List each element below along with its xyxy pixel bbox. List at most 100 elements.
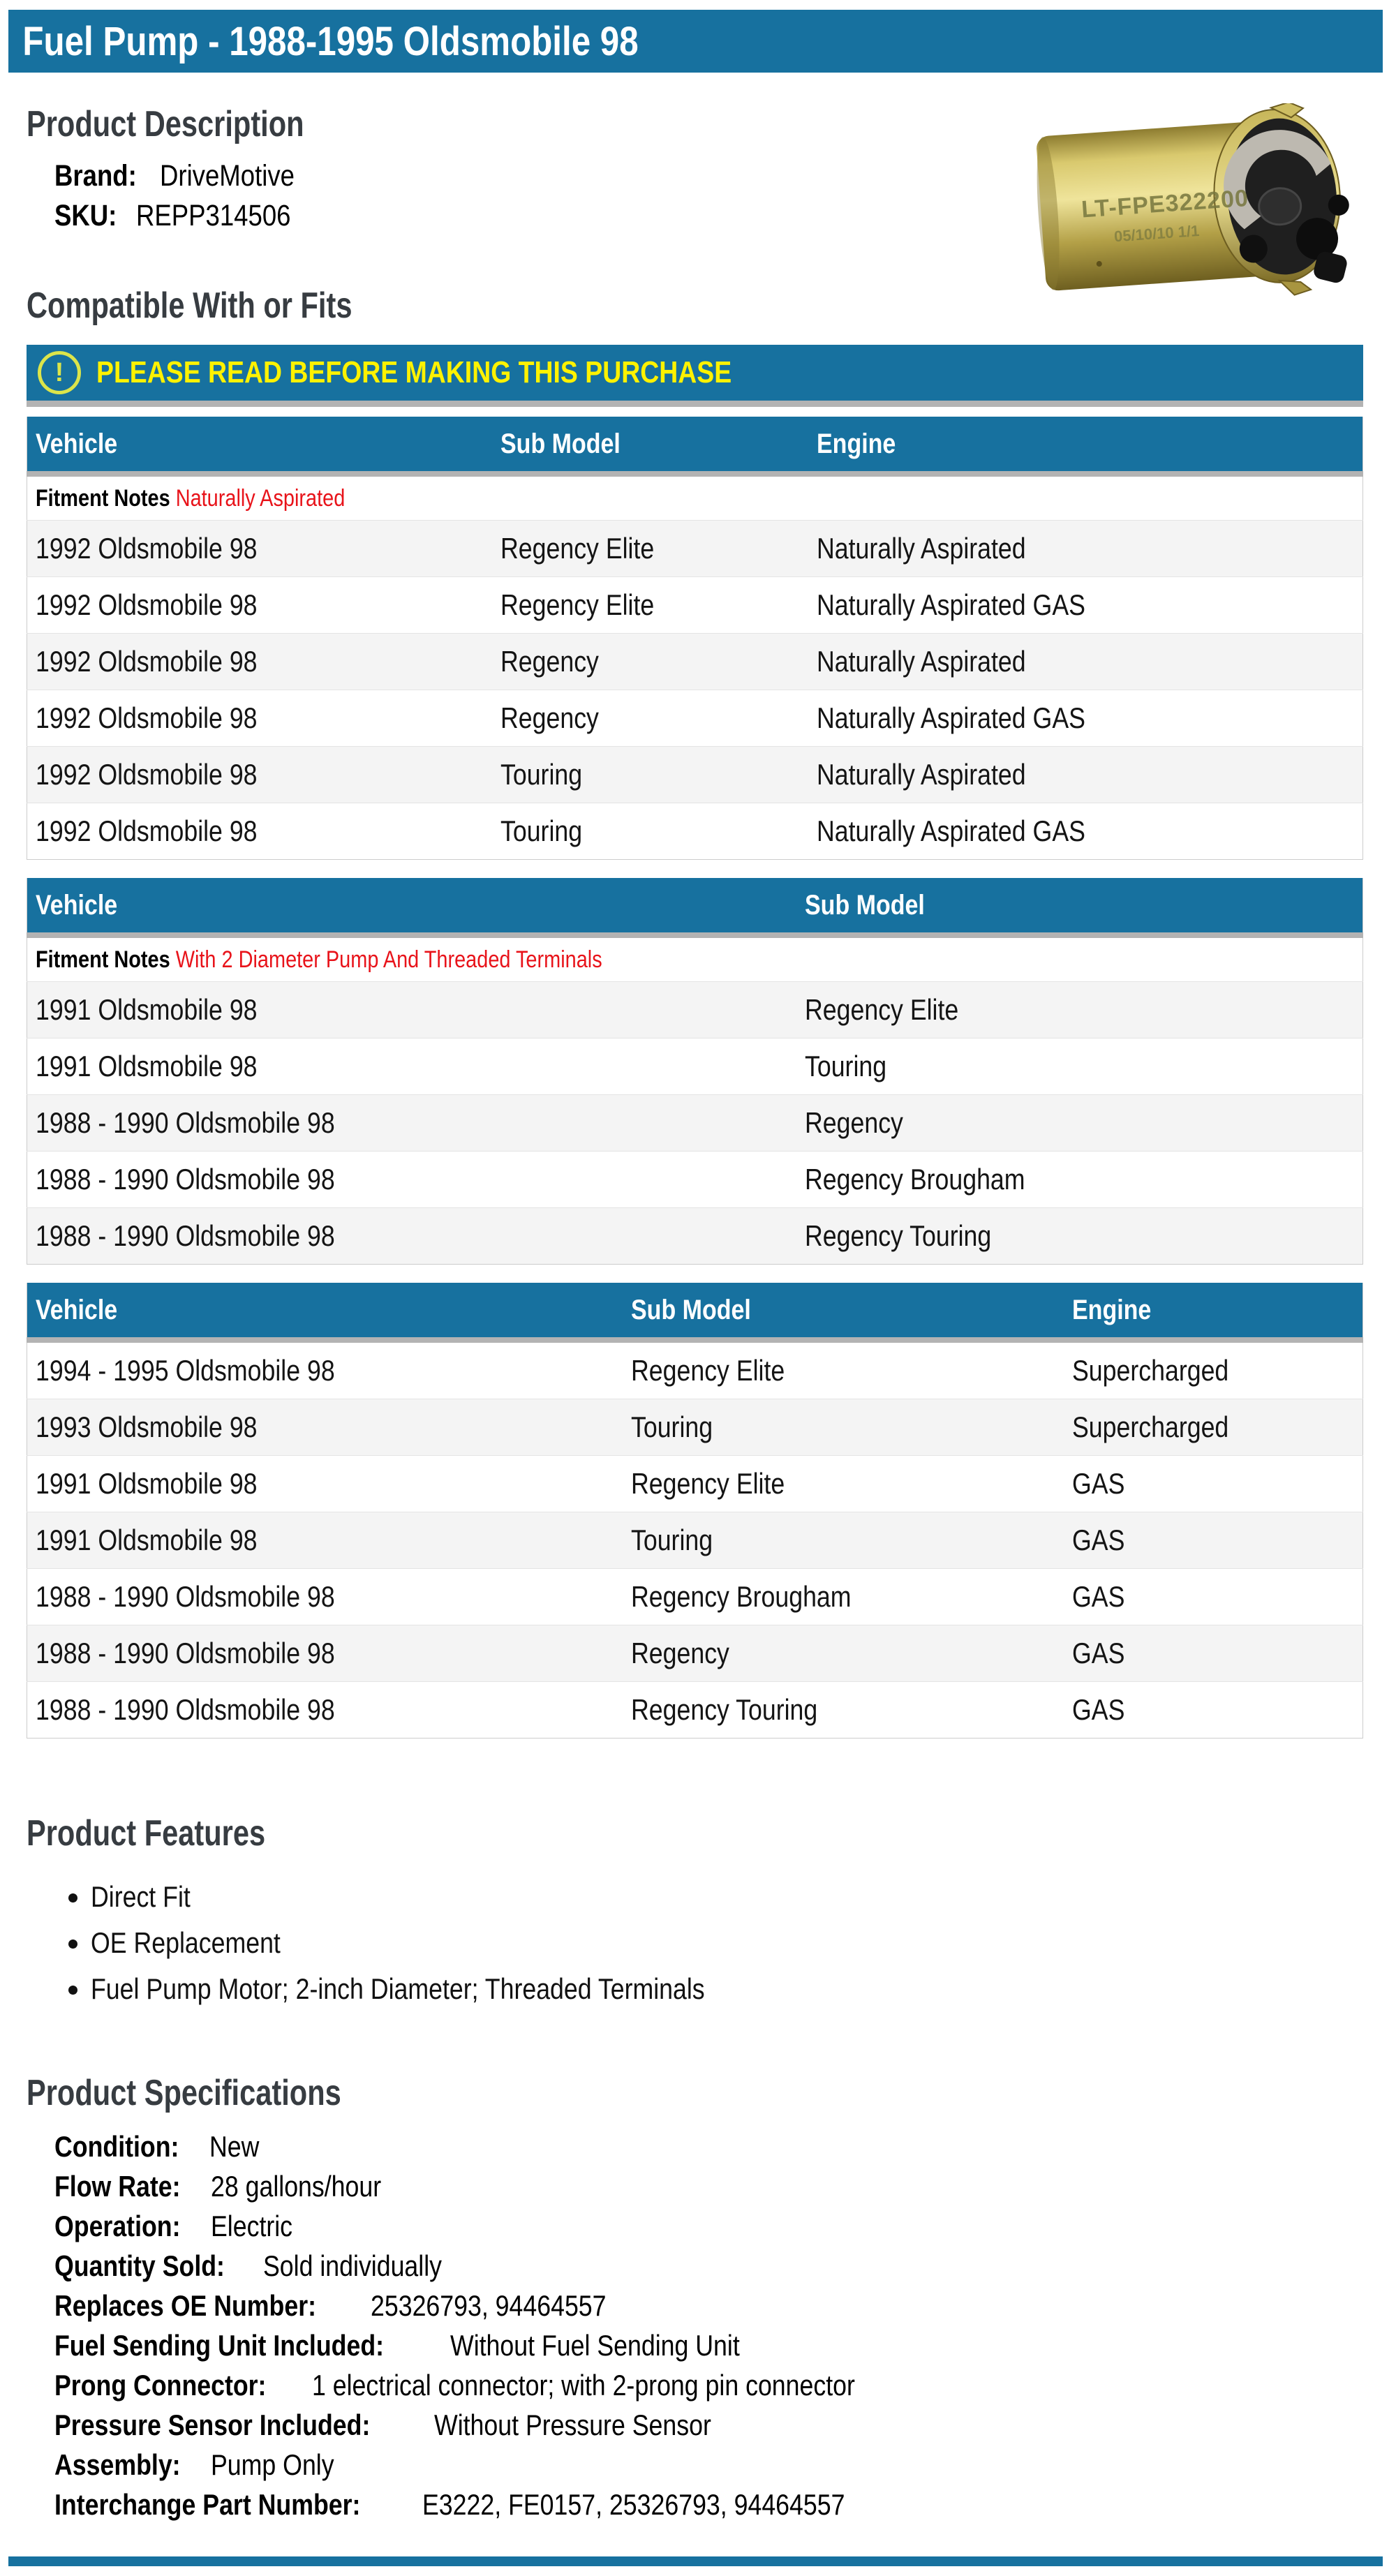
fitment-cell: Regency xyxy=(631,1637,730,1669)
fitment-cell: Regency Touring xyxy=(631,1693,818,1726)
fitment-cell: Naturally Aspirated xyxy=(817,758,1026,791)
spec-label: Operation: xyxy=(54,2210,181,2242)
fitment-table-1: Vehicle Sub Model Engine Fitment Notes Natu… xyxy=(27,417,1363,860)
fitment-cell: Regency Touring xyxy=(804,1219,992,1252)
fitment-cell: 1988 - 1990 Oldsmobile 98 xyxy=(36,1580,335,1613)
spec-value: 28 gallons/hour xyxy=(211,2170,382,2203)
fitment-cell: Regency Elite xyxy=(631,1354,785,1387)
fitment-cell: Supercharged xyxy=(1071,1354,1229,1387)
product-meta: Brand: DriveMotive SKU: REPP314506 xyxy=(54,156,1363,236)
spec-label: Pressure Sensor Included: xyxy=(54,2409,371,2441)
fitment-row: 1993 Oldsmobile 98 Touring Supercharged xyxy=(27,1399,1363,1456)
spec-line: Interchange Part Number: E3222, FE0157, … xyxy=(54,2485,1363,2524)
spec-label: Replaces OE Number: xyxy=(54,2289,316,2322)
fitment-cell: Regency Elite xyxy=(804,993,959,1026)
fitment-row: 1988 - 1990 Oldsmobile 98 Regency xyxy=(27,1094,1363,1152)
column-header: Sub Model xyxy=(796,878,1363,938)
fitment-cell: 1993 Oldsmobile 98 xyxy=(36,1410,258,1443)
spec-line: Flow Rate: 28 gallons/hour xyxy=(54,2166,1363,2206)
spec-value: Without Pressure Sensor xyxy=(433,2409,711,2441)
fitment-notes-label: Fitment Notes xyxy=(36,946,176,973)
fitment-cell: Supercharged xyxy=(1071,1410,1229,1443)
fitment-notes-value: Naturally Aspirated xyxy=(175,484,346,512)
column-header: Sub Model xyxy=(623,1283,1064,1343)
fitment-row: 1992 Oldsmobile 98 Regency Elite Naturally… xyxy=(27,520,1363,577)
table-header-row: Vehicle Sub Model Engine xyxy=(27,417,1363,477)
features-section: Product Features Direct FitOE Replacemen… xyxy=(27,1757,1363,2012)
table-header-row: Vehicle Sub Model xyxy=(27,878,1363,938)
fitment-cell: GAS xyxy=(1071,1524,1125,1556)
brand-line: Brand: DriveMotive xyxy=(54,156,1363,196)
spec-value: Without Fuel Sending Unit xyxy=(450,2329,740,2362)
fitment-table-3: Vehicle Sub Model Engine 1994 - 1995 Oldsmo… xyxy=(27,1283,1363,1739)
fitment-cell: Regency Brougham xyxy=(631,1580,852,1613)
sku-line: SKU: REPP314506 xyxy=(54,196,1363,236)
feature-item: Fuel Pump Motor; 2-inch Diameter; Thread… xyxy=(91,1966,1363,2012)
fitment-cell: Naturally Aspirated xyxy=(817,532,1026,565)
spec-value: 1 electrical connector; with 2-prong pin… xyxy=(311,2369,855,2402)
fitment-notes-label: Fitment Notes xyxy=(36,484,176,512)
spec-label: Assembly: xyxy=(54,2448,181,2481)
column-header: Vehicle xyxy=(27,417,492,477)
specs-list: Condition: New Flow Rate: 28 gallons/hour… xyxy=(54,2127,1363,2524)
fitment-cell: 1991 Oldsmobile 98 xyxy=(36,1524,258,1556)
spec-value: E3222, FE0157, 25326793, 94464557 xyxy=(422,2488,845,2521)
fitment-cell: GAS xyxy=(1071,1467,1125,1500)
fitment-row: 1988 - 1990 Oldsmobile 98 Regency GAS xyxy=(27,1625,1363,1682)
product-specifications-heading: Product Specifications xyxy=(27,2073,341,2113)
spec-label: Flow Rate: xyxy=(54,2170,181,2203)
fuel-pump-photo-illustration: LT-FPE322200 05/10/10 1/1 xyxy=(1037,101,1349,296)
fitment-row: 1992 Oldsmobile 98 Regency Elite Naturally… xyxy=(27,576,1363,634)
fitment-cell: 1992 Oldsmobile 98 xyxy=(36,645,258,678)
fitment-tables: Vehicle Sub Model Engine Fitment Notes Natu… xyxy=(27,417,1363,1739)
fitment-cell: 1988 - 1990 Oldsmobile 98 xyxy=(36,1163,335,1196)
fitment-row: 1988 - 1990 Oldsmobile 98 Regency Touring xyxy=(27,1207,1363,1265)
spec-line: Condition: New xyxy=(54,2127,1363,2166)
warning-text: PLEASE READ BEFORE MAKING THIS PURCHASE xyxy=(96,355,732,389)
fitment-row: 1988 - 1990 Oldsmobile 98 Regency Touring… xyxy=(27,1681,1363,1739)
title-bar: Fuel Pump - 1988-1995 Oldsmobile 98 xyxy=(8,10,1383,73)
warning-banner: ! PLEASE READ BEFORE MAKING THIS PURCHAS… xyxy=(27,345,1363,407)
spec-label: Fuel Sending Unit Included: xyxy=(54,2329,385,2362)
fitment-cell: 1991 Oldsmobile 98 xyxy=(36,1050,258,1082)
fitment-cell: 1992 Oldsmobile 98 xyxy=(36,814,258,847)
fitment-row: 1988 - 1990 Oldsmobile 98 Regency Brougha… xyxy=(27,1568,1363,1625)
content: Product Description Brand: DriveMotive S… xyxy=(27,73,1363,2524)
product-features-heading: Product Features xyxy=(27,1813,266,1854)
fitment-cell: Regency Elite xyxy=(500,532,654,565)
fitment-row: 1991 Oldsmobile 98 Regency Elite xyxy=(27,981,1363,1038)
fitment-cell: Touring xyxy=(500,814,582,847)
sku-label: SKU: xyxy=(54,199,117,232)
column-header: Vehicle xyxy=(27,878,796,938)
fitment-cell: Naturally Aspirated GAS xyxy=(817,814,1086,847)
fitment-cell: Regency xyxy=(500,701,599,734)
brand-value: DriveMotive xyxy=(159,159,295,193)
fitment-cell: 1988 - 1990 Oldsmobile 98 xyxy=(36,1637,335,1669)
fitment-cell: 1992 Oldsmobile 98 xyxy=(36,588,258,621)
fitment-cell: GAS xyxy=(1071,1693,1125,1726)
spec-line: Fuel Sending Unit Included: Without Fuel… xyxy=(54,2325,1363,2365)
product-image: LT-FPE322200 05/10/10 1/1 xyxy=(1037,101,1358,302)
fitment-cell: 1988 - 1990 Oldsmobile 98 xyxy=(36,1106,335,1139)
fitment-row: 1991 Oldsmobile 98 Regency Elite GAS xyxy=(27,1455,1363,1512)
spec-value: New xyxy=(209,2130,260,2163)
spec-value: 25326793, 94464557 xyxy=(370,2289,607,2322)
compatibility-section: Compatible With or Fits ! PLEASE READ BE… xyxy=(27,236,1363,1739)
product-description-section: Product Description Brand: DriveMotive S… xyxy=(27,73,1363,236)
spec-label: Prong Connector: xyxy=(54,2369,267,2402)
fitment-cell: Regency xyxy=(500,645,599,678)
spec-value: Electric xyxy=(211,2210,293,2242)
page-title: Fuel Pump - 1988-1995 Oldsmobile 98 xyxy=(22,18,639,64)
fitment-row: 1992 Oldsmobile 98 Regency Naturally Aspir… xyxy=(27,633,1363,690)
fitment-cell: 1988 - 1990 Oldsmobile 98 xyxy=(36,1219,335,1252)
feature-item: Direct Fit xyxy=(91,1874,1363,1920)
fitment-cell: 1991 Oldsmobile 98 xyxy=(36,993,258,1026)
fitment-row: 1991 Oldsmobile 98 Touring GAS xyxy=(27,1512,1363,1569)
fitment-cell: 1991 Oldsmobile 98 xyxy=(36,1467,258,1500)
fitment-cell: Regency Elite xyxy=(631,1467,785,1500)
compatible-with-heading: Compatible With or Fits xyxy=(27,285,352,326)
fitment-cell: Touring xyxy=(500,758,582,791)
spec-line: Pressure Sensor Included: Without Pressu… xyxy=(54,2405,1363,2445)
fitment-row: 1992 Oldsmobile 98 Regency Naturally Aspir… xyxy=(27,690,1363,747)
fitment-cell: GAS xyxy=(1071,1637,1125,1669)
